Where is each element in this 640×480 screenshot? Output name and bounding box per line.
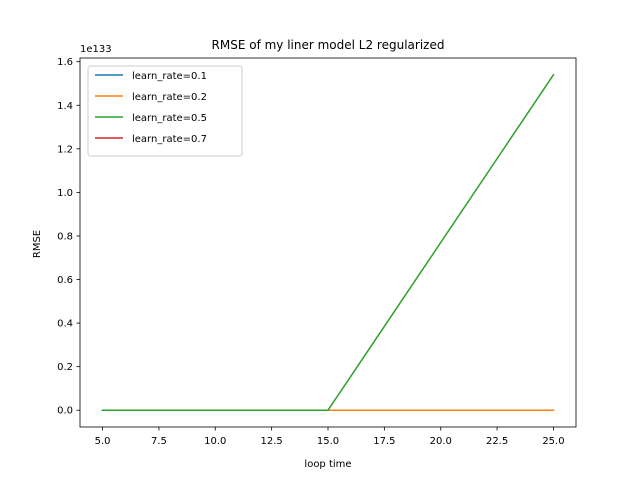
legend-label-1: learn_rate=0.1: [132, 71, 207, 82]
legend-label-4: learn_rate=0.7: [132, 134, 207, 145]
y-tick-label: 0.0: [57, 406, 73, 417]
y-tick-label: 0.4: [57, 319, 73, 330]
legend-label-2: learn_rate=0.2: [132, 92, 207, 103]
y-tick-label: 0.2: [57, 362, 73, 373]
y-tick-label: 0.8: [57, 231, 73, 242]
x-tick-label: 25.0: [542, 436, 564, 447]
x-tick-label: 20.0: [430, 436, 452, 447]
y-offset-text: 1e133: [80, 44, 112, 55]
y-tick-label: 1.6: [57, 57, 73, 68]
legend: learn_rate=0.1 learn_rate=0.2 learn_rate=0…: [87, 65, 243, 157]
chart-title: RMSE of my liner model L2 regularized: [212, 38, 445, 52]
legend-box: [87, 65, 243, 157]
y-tick-label: 1.2: [57, 144, 73, 155]
axes-frame: [79, 57, 577, 428]
series-line-3: [101, 73, 555, 411]
y-tick-label: 1.0: [57, 188, 73, 199]
y-axis-label: RMSE: [32, 230, 43, 258]
x-tick-label: 17.5: [373, 436, 395, 447]
x-tick-label: 7.5: [151, 436, 167, 447]
x-tick-label: 15.0: [317, 436, 339, 447]
x-tick-label: 5.0: [95, 436, 111, 447]
y-tick-label: 0.6: [57, 275, 73, 286]
x-tick-label: 12.5: [261, 436, 283, 447]
x-axis-label: loop time: [304, 459, 351, 470]
legend-label-3: learn_rate=0.5: [132, 113, 207, 124]
x-tick-label: 10.0: [204, 436, 226, 447]
y-tick-label: 1.4: [57, 101, 73, 112]
x-tick-label: 22.5: [486, 436, 508, 447]
